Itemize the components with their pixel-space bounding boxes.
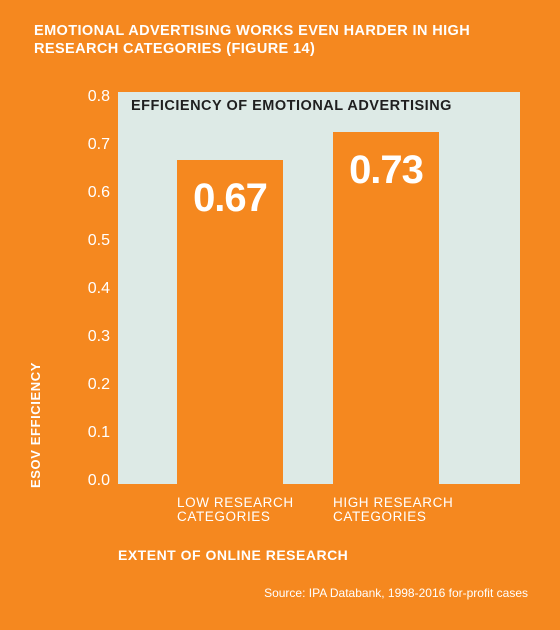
y-tick-label: 0.0 bbox=[87, 472, 110, 489]
x-category-label-line: LOW RESEARCH bbox=[177, 495, 294, 510]
x-axis-label: EXTENT OF ONLINE RESEARCH bbox=[118, 547, 349, 563]
x-category-label-line: CATEGORIES bbox=[177, 509, 271, 524]
x-category-label-line: CATEGORIES bbox=[333, 509, 427, 524]
source-note: Source: IPA Databank, 1998-2016 for-prof… bbox=[264, 586, 528, 600]
y-tick-label: 0.5 bbox=[87, 232, 110, 249]
y-tick-label: 0.7 bbox=[87, 136, 110, 153]
y-tick-label: 0.8 bbox=[87, 88, 110, 105]
y-tick-label: 0.6 bbox=[87, 184, 110, 201]
y-tick-label: 0.4 bbox=[87, 280, 110, 297]
x-category-label: HIGH RESEARCH CATEGORIES bbox=[333, 496, 483, 524]
bar-value-label: 0.73 bbox=[349, 147, 424, 192]
bar-high-research bbox=[333, 131, 439, 484]
figure-title: EMOTIONAL ADVERTISING WORKS EVEN HARDER … bbox=[34, 23, 471, 57]
bar-value-label: 0.67 bbox=[193, 176, 268, 221]
y-axis-label: ESOV EFFICIENCY bbox=[28, 361, 43, 488]
y-tick-label: 0.1 bbox=[87, 424, 110, 441]
x-category-label: LOW RESEARCH CATEGORIES bbox=[177, 496, 327, 524]
x-category-label-line: HIGH RESEARCH bbox=[333, 495, 454, 510]
y-tick-label: 0.3 bbox=[87, 328, 110, 345]
bar-low-research bbox=[177, 160, 283, 484]
chart-title: EFFICIENCY OF EMOTIONAL ADVERTISING bbox=[131, 98, 452, 114]
y-tick-label: 0.2 bbox=[87, 376, 110, 393]
